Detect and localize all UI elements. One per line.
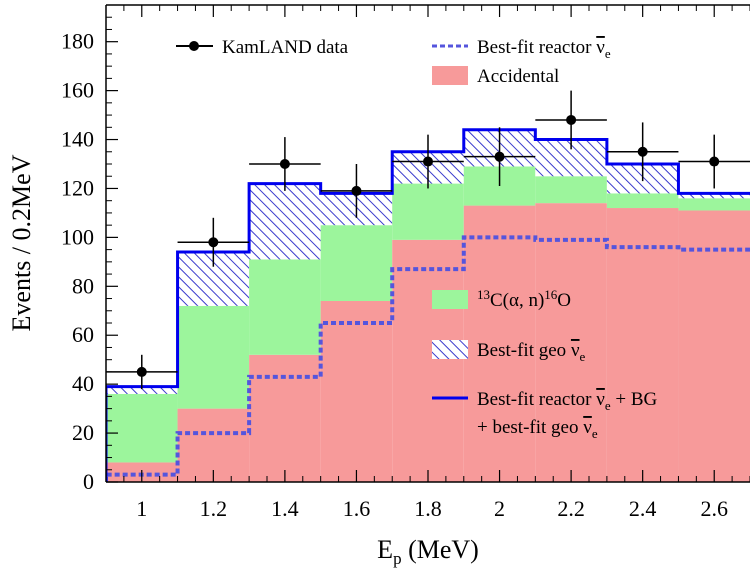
data-point-marker — [637, 146, 648, 157]
x-axis-title: Ep (MeV) — [377, 535, 479, 568]
legend-c13-label: 13C(α, n)16O — [477, 287, 571, 311]
data-point — [535, 90, 607, 150]
y-tick-label: 20 — [72, 420, 94, 445]
c13-bar — [320, 225, 393, 301]
data-point-marker — [494, 151, 505, 162]
data-point — [320, 164, 393, 218]
x-axis-title-unit: (MeV) — [402, 535, 479, 564]
geo-bar — [249, 183, 321, 260]
data-point-marker — [351, 185, 362, 196]
legend-total-line1-prefix: Best-fit reactor — [477, 389, 596, 410]
legend-c13-sup1: 13 — [477, 287, 490, 302]
data-point — [606, 122, 679, 182]
y-tick-label: 180 — [61, 29, 94, 54]
data-point-marker — [423, 156, 433, 167]
legend-kamland-label: KamLAND data — [222, 37, 349, 58]
c13-bar — [106, 393, 178, 463]
legend-reactor-label: Best-fit reactor νe — [477, 37, 611, 61]
data-point — [106, 354, 178, 390]
data-point-marker — [136, 366, 147, 377]
geo-bar — [678, 193, 750, 199]
c13-bar — [177, 305, 250, 409]
x-tick-label: 1.6 — [343, 496, 371, 521]
legend-total-line2-prefix: + best-fit geo — [477, 417, 583, 438]
legend-geo: Best-fit geo νe — [432, 340, 586, 364]
y-axis-title: Events / 0.2MeV — [7, 154, 36, 331]
ticks: 0 20 40 60 80 100 120 140 160 180 1 1.2 1.4 1.6 1.8 2 2.… — [61, 5, 750, 521]
accidental-bar — [535, 203, 607, 482]
x-axis-title-main: E — [377, 535, 393, 564]
accidental-bar — [678, 210, 750, 482]
y-tick-label: 160 — [61, 78, 94, 103]
legend-total-line2: + best-fit geo νe — [477, 417, 598, 441]
accidental-bar — [320, 300, 393, 482]
legend-geo-label: Best-fit geo νe — [477, 340, 586, 364]
accidental-bar — [177, 408, 250, 482]
legend-accidental-label: Accidental — [477, 66, 559, 87]
legend-c13-mid: C(α, n) — [490, 290, 544, 311]
c13-bar — [392, 183, 464, 240]
legend-c13: 13C(α, n)16O — [432, 287, 571, 311]
legend-reactor: Best-fit reactor νe — [432, 37, 611, 61]
legend: KamLAND data Best-fit reactor νe Acciden… — [176, 37, 657, 441]
data-points — [106, 90, 750, 390]
legend-c13-end: O — [557, 290, 571, 311]
data-point — [392, 134, 464, 189]
data-point — [678, 134, 750, 189]
x-tick-label: 1.8 — [414, 496, 442, 521]
y-tick-label: 120 — [61, 175, 94, 200]
data-point-marker — [709, 156, 720, 167]
legend-total: Best-fit reactor νe + BG + best-fit geo … — [432, 389, 657, 441]
accidental-bar — [463, 205, 536, 482]
histogram-lines — [106, 128, 750, 482]
data-point — [463, 127, 536, 187]
legend-accidental: Accidental — [432, 66, 559, 87]
c13-bar — [535, 176, 607, 204]
legend-kamland: KamLAND data — [176, 37, 349, 58]
total-line — [106, 128, 750, 482]
legend-reactor-prefix: Best-fit reactor — [477, 37, 596, 58]
x-tick-label: 2.2 — [557, 496, 585, 521]
legend-geo-nu-sub: e — [580, 349, 586, 364]
legend-total-line2-nu-sub: e — [592, 426, 598, 441]
y-tick-label: 140 — [61, 127, 94, 152]
data-point — [249, 137, 321, 191]
legend-total-line1-nu: ν — [596, 389, 605, 410]
y-tick-label: 60 — [72, 322, 94, 347]
geo-bar — [106, 386, 178, 394]
legend-c13-sup2: 16 — [544, 287, 558, 302]
x-tick-label: 2.4 — [629, 496, 657, 521]
legend-total-line1: Best-fit reactor νe + BG — [477, 389, 657, 413]
legend-geo-prefix: Best-fit geo — [477, 340, 571, 361]
c13-bar — [249, 259, 321, 355]
x-tick-label: 2 — [494, 496, 505, 521]
x-tick-label: 2.6 — [700, 496, 728, 521]
legend-total-line2-nu: ν — [583, 417, 592, 438]
data-point-marker — [279, 159, 290, 169]
x-axis-title-sub: p — [393, 549, 402, 568]
c13-bar — [606, 193, 679, 209]
legend-total-line1-nu-sub: e — [605, 398, 611, 413]
accidental-bar — [249, 354, 321, 482]
data-point-marker — [208, 237, 219, 248]
x-tick-label: 1.2 — [200, 496, 228, 521]
accidental-bar — [392, 239, 464, 482]
c13-bar — [678, 198, 750, 211]
y-tick-label: 0 — [83, 469, 94, 494]
legend-total-line1-suffix: + BG — [611, 389, 658, 410]
legend-geo-nu: ν — [571, 340, 580, 361]
data-point-marker — [566, 114, 577, 125]
stacked-background-fills — [106, 129, 750, 482]
y-tick-label: 80 — [72, 273, 94, 298]
legend-reactor-nu: ν — [596, 37, 605, 58]
x-tick-label: 1.4 — [271, 496, 299, 521]
legend-reactor-nu-sub: e — [605, 46, 611, 61]
accidental-bar — [606, 208, 679, 482]
data-point — [177, 217, 250, 267]
x-tick-label: 1 — [136, 496, 147, 521]
y-tick-label: 40 — [72, 371, 94, 396]
y-tick-label: 100 — [61, 224, 94, 249]
reactor-line — [106, 235, 750, 482]
